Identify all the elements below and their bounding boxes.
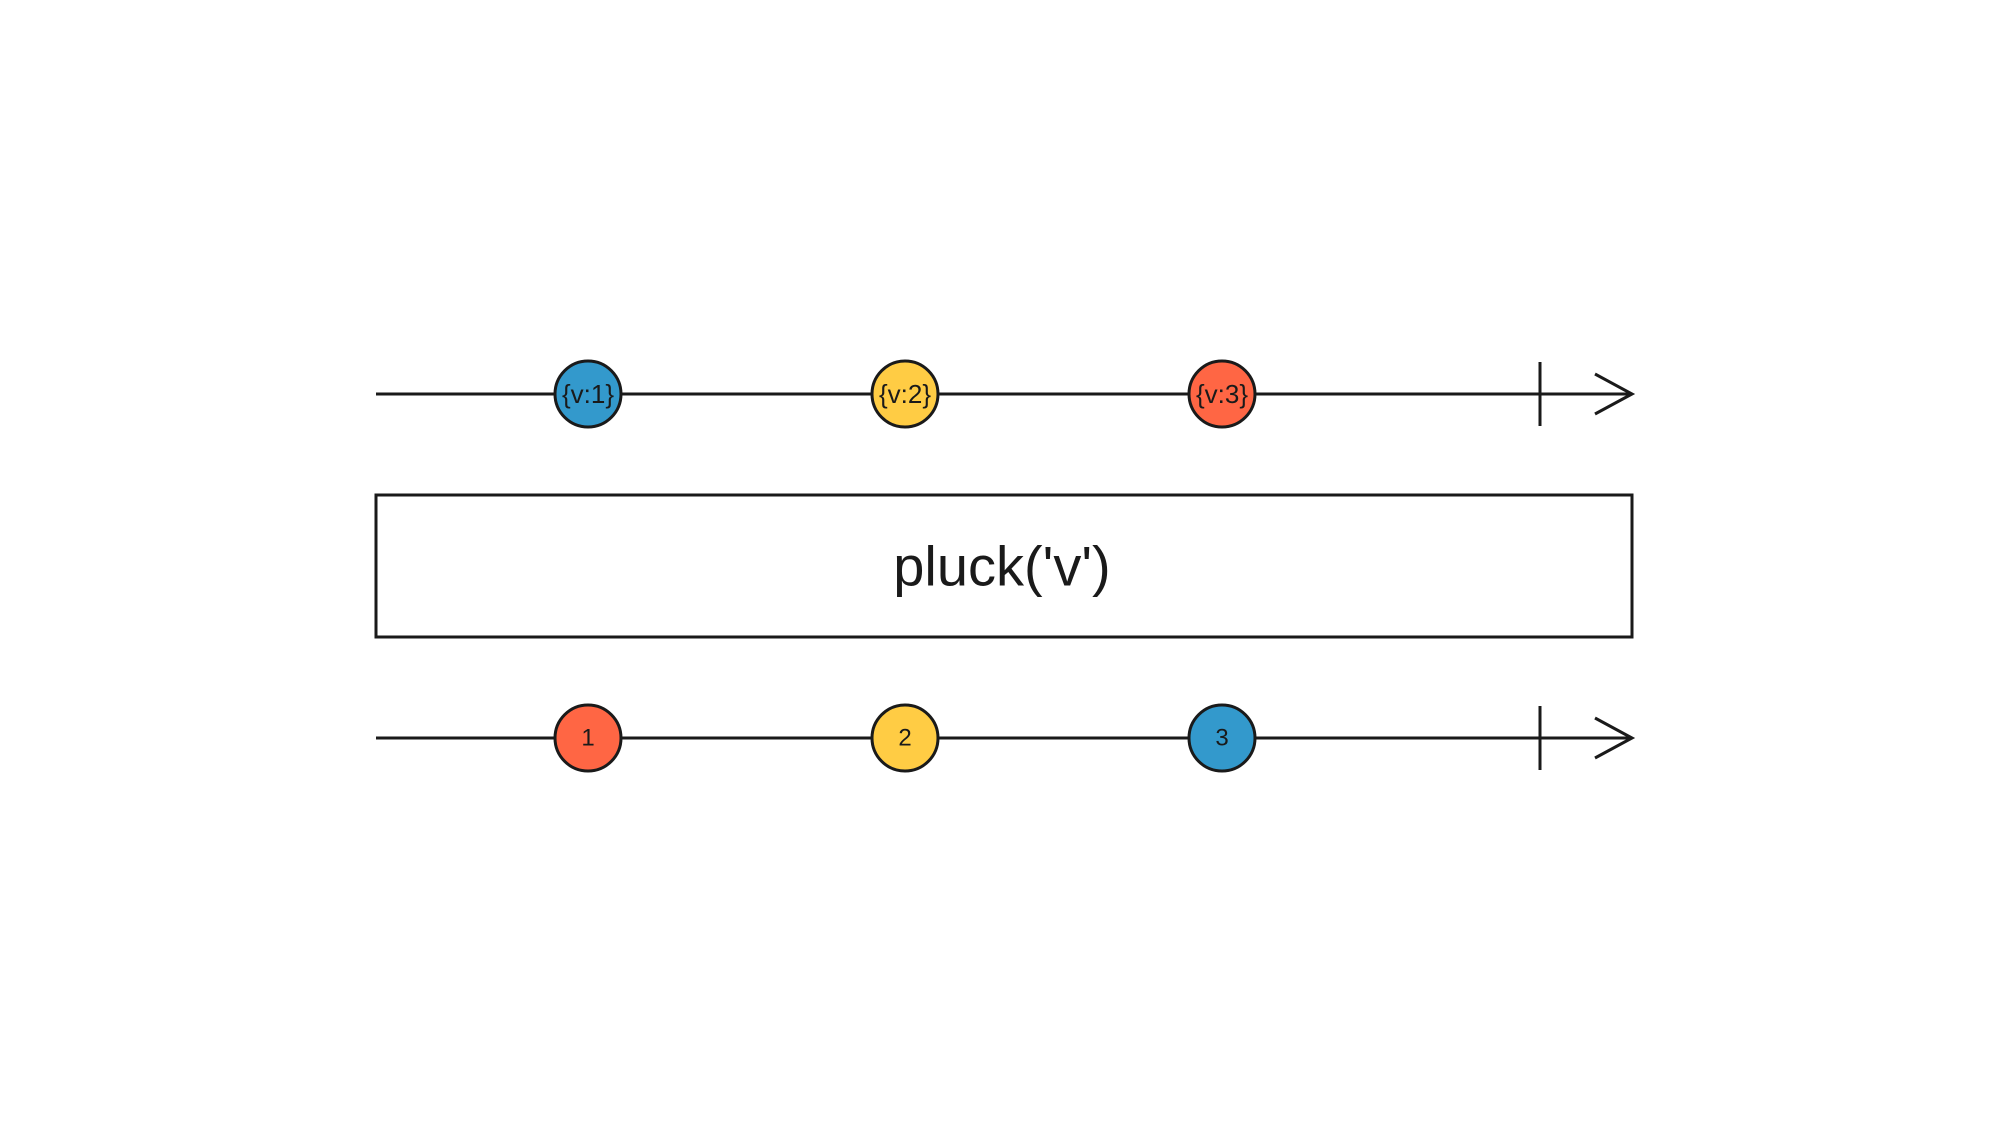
source-marble-circle [553,359,623,429]
result-marble-circle [553,703,623,773]
source-arrow-icon [1594,372,1636,416]
result-marble-label: 3 [1215,725,1228,752]
result-marble-label: 1 [581,725,594,752]
source-marble: {v:1} [553,359,623,429]
result-marble-label: 2 [898,725,911,752]
source-marble-label: {v:2} [879,379,931,409]
source-marble: {v:2} [870,359,940,429]
result-marble: 3 [1187,703,1257,773]
result-marble-circle [1187,703,1257,773]
result-arrow-icon [1594,716,1636,760]
result-marble: 1 [553,703,623,773]
source-marble: {v:3} [1187,359,1257,429]
source-marble-label: {v:1} [562,379,614,409]
source-stream: {v:1} {v:2} {v:3} [376,359,1636,429]
result-stream: 1 2 3 [376,703,1636,773]
operator-label: pluck('v') [893,535,1110,598]
operator-box-frame [374,493,1634,639]
operator-box: pluck('v') [374,493,1634,639]
source-marble-circle [870,359,940,429]
source-marble-circle [1187,359,1257,429]
result-marble-circle [870,703,940,773]
result-marble: 2 [870,703,940,773]
source-marble-label: {v:3} [1196,379,1248,409]
